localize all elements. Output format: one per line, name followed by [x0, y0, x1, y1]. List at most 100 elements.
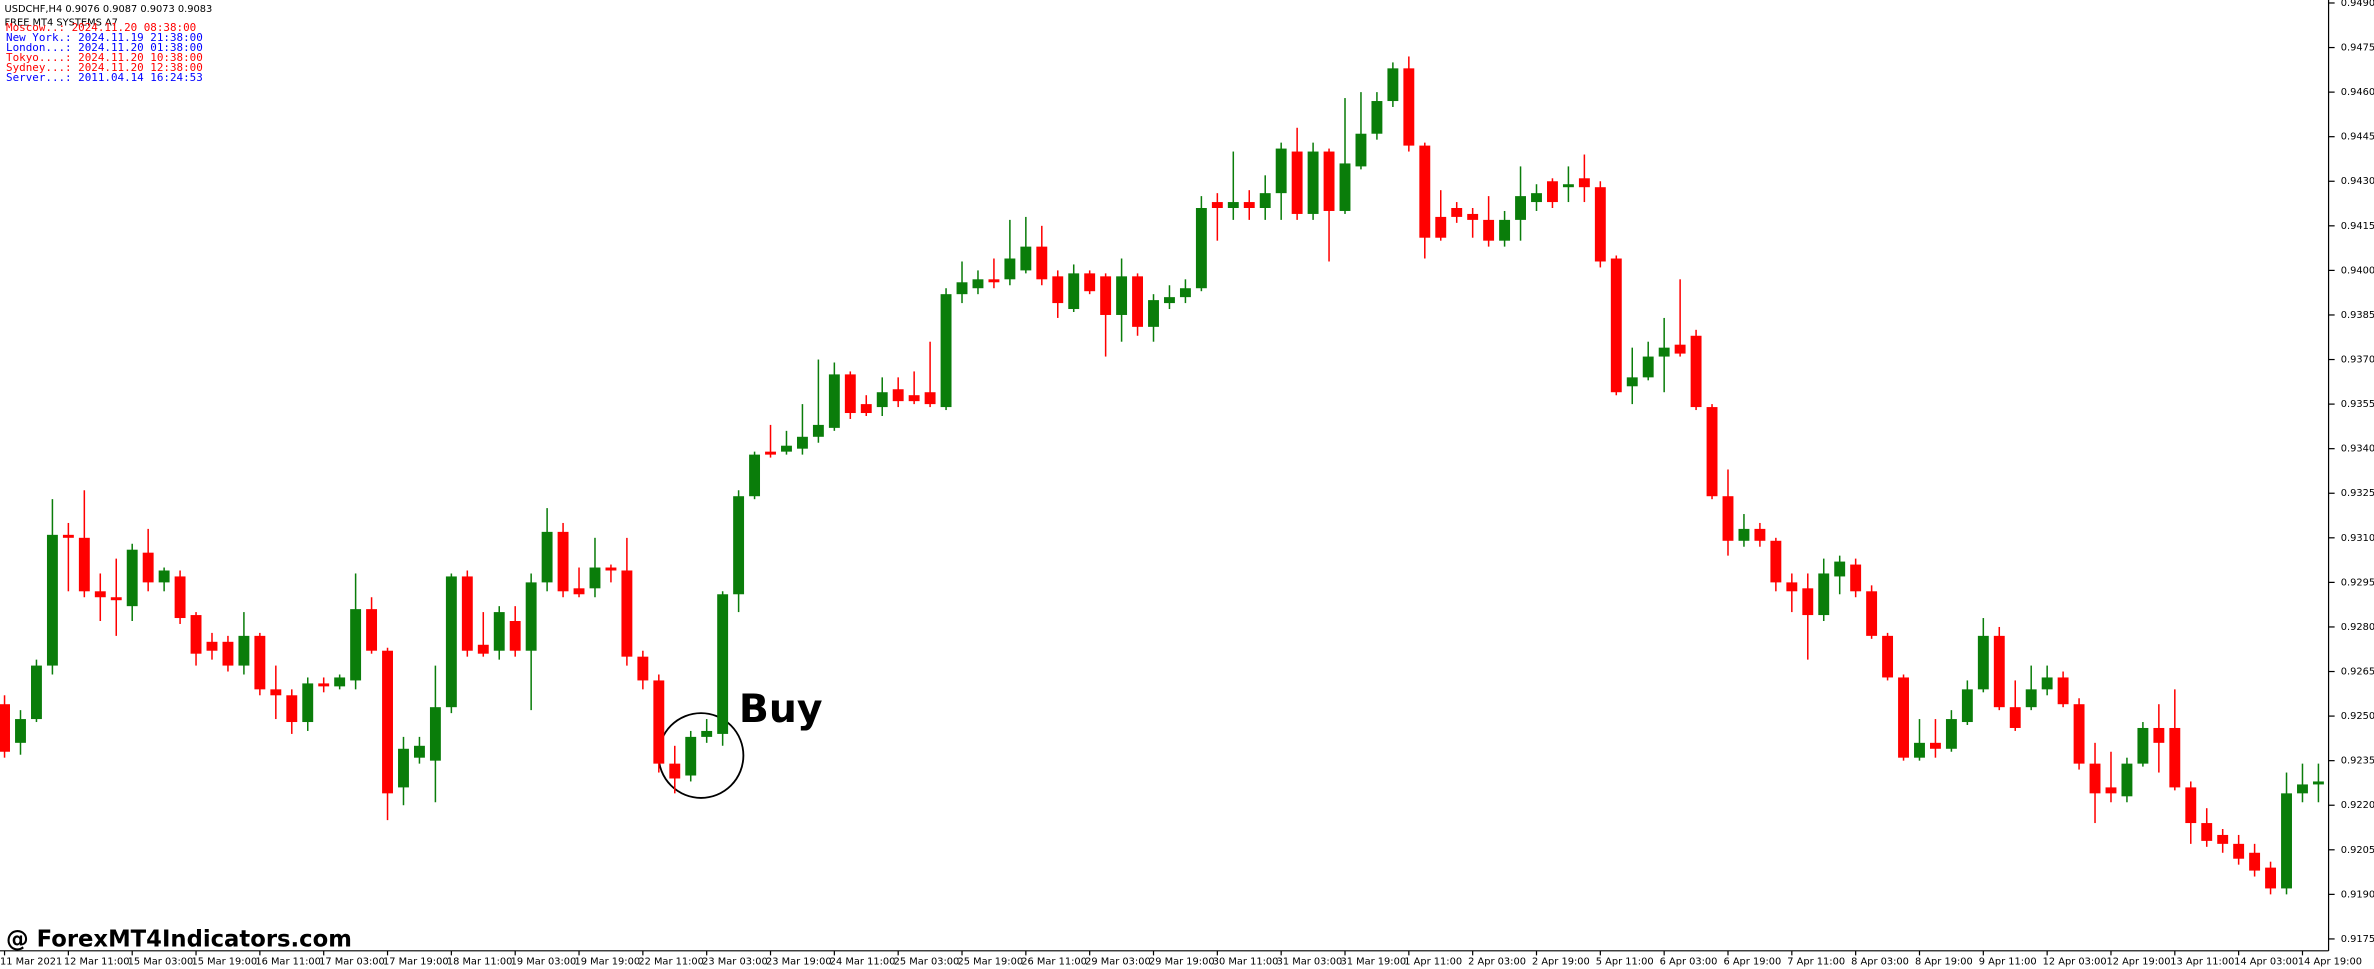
candle-body: [1898, 677, 1909, 758]
candle-body: [0, 704, 10, 752]
y-tick-label: 0.9265: [2341, 667, 2374, 678]
candle-body: [1275, 148, 1287, 194]
x-tick-label: 31 Mar 19:00: [1340, 956, 1406, 967]
candle-body: [621, 570, 633, 657]
candle-body: [1227, 202, 1239, 209]
candle-body: [1307, 151, 1319, 214]
y-tick-label: 0.9490: [2341, 0, 2374, 9]
candle-body: [1594, 187, 1606, 262]
candle-body: [733, 496, 745, 595]
candle-body: [940, 294, 952, 408]
candle-body: [1323, 151, 1335, 211]
clock-text: London...: 2024.11.20 01:38:00: [6, 41, 203, 54]
candle-body: [2185, 787, 2197, 824]
candle-body: [429, 707, 441, 761]
candle-body: [908, 395, 920, 402]
y-tick-label: 0.9325: [2341, 488, 2374, 499]
clock-text: Server...: 2011.04.14 16:24:53: [6, 71, 203, 84]
candle-body: [892, 389, 904, 402]
clock-text: New York.: 2024.11.19 21:38:00: [6, 31, 203, 44]
candle-body: [1371, 101, 1383, 134]
candle-body: [2233, 843, 2245, 859]
candle-body: [844, 374, 856, 414]
candle-body: [398, 748, 409, 788]
candle-body: [1690, 335, 1702, 408]
candle-body: [190, 615, 202, 654]
candle-body: [1195, 208, 1207, 289]
buy-annotation: Buy: [739, 686, 823, 732]
clock-text: Sydney...: 2024.11.20 12:38:00: [6, 61, 203, 74]
candle-body: [812, 424, 824, 437]
candle-body: [1961, 689, 1973, 723]
candle-body: [1866, 591, 1878, 636]
candle-body: [2201, 823, 2213, 841]
candle-body: [1626, 377, 1638, 387]
candle-body: [286, 695, 298, 723]
candle-body: [158, 570, 170, 583]
candle-body: [1435, 216, 1447, 238]
x-tick-label: 19 Mar 03:00: [511, 956, 577, 967]
candle-body: [334, 677, 346, 687]
watermark: @ ForexMT4Indicators.com: [6, 927, 352, 953]
candle-body: [876, 392, 888, 408]
x-tick-label: 26 Mar 11:00: [1021, 956, 1087, 967]
candle-body: [2265, 867, 2277, 889]
candle-body: [1116, 276, 1128, 315]
y-tick-label: 0.9475: [2341, 43, 2374, 54]
candle-body: [1722, 496, 1734, 541]
candle-body: [1499, 219, 1511, 241]
candle-body: [31, 665, 42, 720]
candle-body: [46, 534, 58, 666]
candle-body: [653, 680, 665, 764]
x-tick-label: 19 Mar 19:00: [574, 956, 640, 967]
candle-body: [557, 531, 569, 592]
y-tick-label: 0.9400: [2341, 265, 2374, 276]
candle-body: [382, 650, 393, 794]
y-tick-label: 0.9415: [2341, 221, 2374, 232]
candle-body: [2025, 689, 2037, 708]
candle-body: [2249, 852, 2261, 871]
candle-body: [1084, 273, 1096, 292]
candle-body: [573, 588, 585, 595]
candle-body: [1068, 273, 1080, 310]
y-tick-label: 0.9370: [2341, 355, 2374, 366]
candle-body: [1243, 202, 1255, 209]
candle-body: [1259, 193, 1271, 209]
x-tick-label: 1 Apr 11:00: [1404, 956, 1462, 967]
x-tick-label: 2 Apr 03:00: [1468, 956, 1526, 967]
candle-body: [2297, 784, 2308, 794]
candle-body: [1467, 213, 1479, 220]
candle-body: [2312, 781, 2324, 785]
x-tick-label: 31 Mar 03:00: [1277, 956, 1343, 967]
candle-body: [2281, 793, 2292, 889]
candle-body: [972, 279, 984, 289]
candle-body: [1674, 344, 1686, 354]
y-tick-label: 0.9250: [2341, 711, 2374, 722]
y-tick-label: 0.9445: [2341, 132, 2374, 143]
candle-body: [2105, 787, 2117, 794]
candle-body: [589, 567, 601, 589]
candle-body: [1850, 564, 1862, 592]
candle-body: [445, 576, 457, 708]
x-tick-label: 29 Mar 03:00: [1085, 956, 1151, 967]
candle-body: [174, 576, 186, 619]
candle-body: [1531, 193, 1542, 203]
candle-body: [1706, 407, 1718, 497]
candle-body: [765, 451, 776, 455]
candle-body: [1610, 258, 1622, 393]
y-tick-label: 0.9385: [2341, 310, 2374, 321]
candle-body: [1052, 276, 1064, 304]
x-tick-label: 23 Mar 03:00: [702, 956, 768, 967]
candle-body: [669, 763, 681, 779]
candle-body: [2137, 727, 2149, 764]
candle-body: [206, 641, 218, 651]
candle-body: [637, 656, 649, 681]
candle-body: [238, 635, 250, 666]
candle-body: [15, 719, 26, 743]
candle-body: [860, 404, 872, 414]
chart-title: USDCHF,H4 0.9076 0.9087 0.9073 0.9083: [5, 4, 213, 15]
y-tick-label: 0.9430: [2341, 176, 2374, 187]
x-tick-label: 9 Apr 11:00: [1979, 956, 2037, 967]
